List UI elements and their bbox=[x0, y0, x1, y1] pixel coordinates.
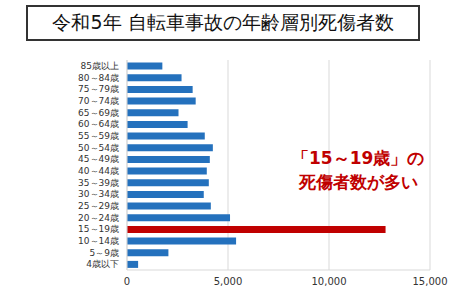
html-text:「15～19歳」の: 「15～19歳」の bbox=[292, 148, 425, 168]
svg-text:10,000: 10,000 bbox=[312, 276, 347, 287]
html-text:令和5年 自転車事故の年齢層別死傷者数: 令和5年 自転車事故の年齢層別死傷者数 bbox=[52, 11, 394, 33]
svg-text:30～34歳: 30～34歳 bbox=[78, 189, 119, 199]
svg-text:45～49歳: 45～49歳 bbox=[78, 154, 119, 164]
svg-text:35～39歳: 35～39歳 bbox=[78, 178, 119, 188]
svg-text:55～59歳: 55～59歳 bbox=[78, 131, 119, 141]
svg-text:15,000: 15,000 bbox=[413, 276, 443, 287]
svg-text:5～9歳: 5～9歳 bbox=[90, 248, 119, 258]
svg-text:60～64歳: 60～64歳 bbox=[78, 119, 119, 129]
svg-text:0: 0 bbox=[124, 276, 130, 287]
svg-text:85歳以上: 85歳以上 bbox=[81, 61, 119, 71]
svg-text:25～29歳: 25～29歳 bbox=[78, 201, 119, 211]
svg-text:5,000: 5,000 bbox=[214, 276, 243, 287]
svg-text:20～24歳: 20～24歳 bbox=[78, 213, 119, 223]
svg-text:80～84歳: 80～84歳 bbox=[78, 73, 119, 83]
svg-text:65～69歳: 65～69歳 bbox=[78, 108, 119, 118]
html-text:死傷者数が多い: 死傷者数が多い bbox=[298, 172, 418, 192]
svg-text:4歳以下: 4歳以下 bbox=[86, 259, 119, 269]
svg-text:40～44歳: 40～44歳 bbox=[78, 166, 119, 176]
svg-text:75～79歳: 75～79歳 bbox=[78, 84, 119, 94]
svg-text:70～74歳: 70～74歳 bbox=[78, 96, 119, 106]
svg-text:10～14歳: 10～14歳 bbox=[78, 236, 119, 246]
svg-text:15～19歳: 15～19歳 bbox=[78, 224, 119, 234]
svg-text:50～54歳: 50～54歳 bbox=[78, 143, 119, 153]
